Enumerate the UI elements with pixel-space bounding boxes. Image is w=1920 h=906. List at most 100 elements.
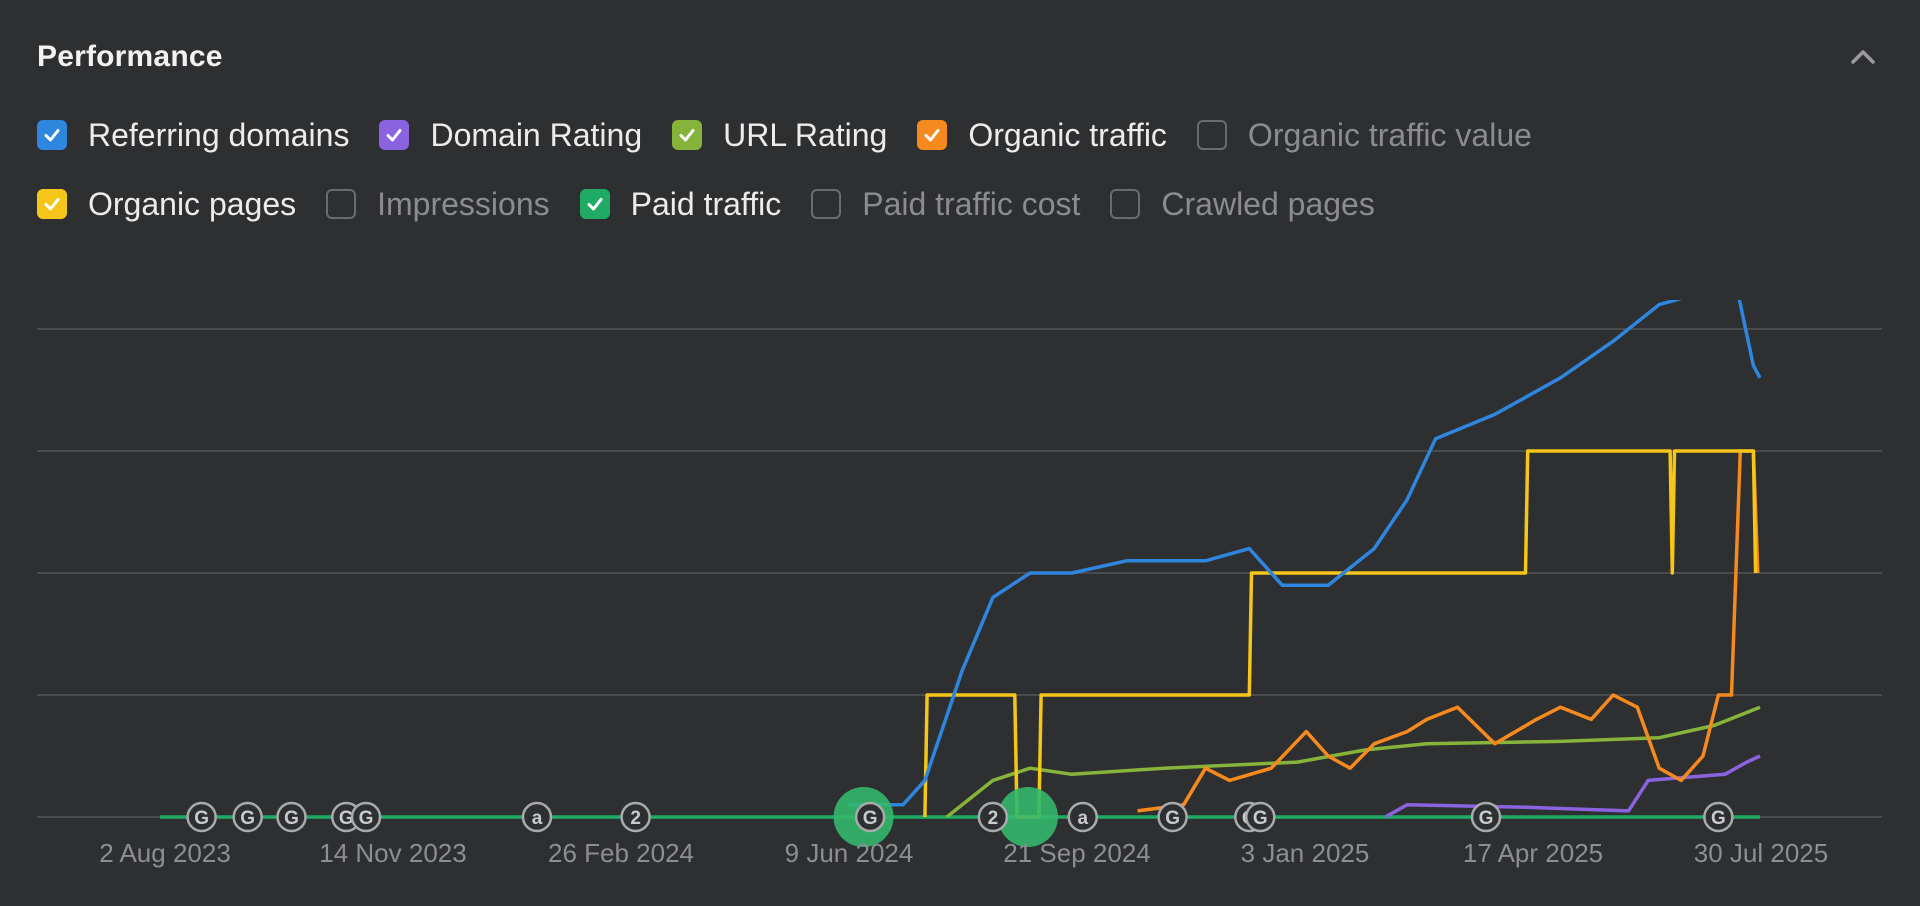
event-marker-annotation[interactable]: a [1067,801,1098,833]
legend-label: Referring domains [88,116,350,153]
event-marker-label: G [240,808,255,829]
event-marker-label: 2 [630,808,641,829]
checkmark-icon [44,129,60,142]
event-marker-circle [232,801,263,833]
event-highlight-dot [997,787,1058,847]
legend-label: Organic traffic value [1247,116,1532,153]
series-line-domain-rating [1384,754,1761,819]
legend-item-paid-traffic-cost[interactable]: Paid traffic cost [811,186,1080,223]
legend-item-domain-rating[interactable]: Domain Rating [379,117,642,154]
legend-item-referring-domains[interactable]: Referring domains [37,117,349,154]
paid-traffic-checkbox[interactable] [579,189,610,219]
crawled-pages-checkbox[interactable] [1110,189,1141,219]
impressions-checkbox[interactable] [326,189,357,219]
event-marker-label: G [1711,808,1726,829]
legend-label: URL Rating [723,116,888,153]
event-marker-annotation[interactable]: 2 [620,801,651,833]
x-tick-label: 14 Nov 2023 [319,838,466,868]
series-line-url-rating [945,705,1761,819]
event-marker-google-update[interactable]: G [276,801,307,833]
x-tick-label: 3 Jan 2025 [1241,838,1370,868]
event-marker-circle [350,801,382,833]
x-tick-label: 9 Jun 2024 [785,838,914,868]
legend-label: Organic traffic [968,116,1167,153]
legend-label: Paid traffic cost [862,185,1081,222]
checkmark-icon [44,198,60,211]
collapse-chevron-icon[interactable] [1846,42,1880,72]
legend-item-organic-traffic[interactable]: Organic traffic [917,117,1167,154]
x-tick-label: 21 Sep 2024 [1003,838,1150,868]
event-marker-google-update[interactable]: G [854,801,886,833]
event-marker-label: G [863,808,878,829]
event-marker-label: G [339,808,354,829]
checkmark-icon [587,198,603,211]
legend-item-url-rating[interactable]: URL Rating [672,117,887,154]
event-marker-circle [1703,801,1734,833]
legend-item-organic-pages[interactable]: Organic pages [37,186,296,223]
event-marker-google-update[interactable]: G [232,801,263,833]
event-marker-google-update[interactable]: G [1245,801,1276,833]
event-marker-google-update[interactable]: G [1703,801,1734,833]
series-line-organic-pages [923,449,1758,819]
x-tick-label: 17 Apr 2025 [1463,838,1603,868]
legend-item-organic-traffic-value[interactable]: Organic traffic value [1196,116,1532,154]
organic-pages-checkbox[interactable] [37,189,67,219]
event-marker-circle [854,801,886,833]
event-marker-circle [1067,801,1098,833]
legend-label: Domain Rating [430,116,643,153]
legend-item-impressions[interactable]: Impressions [326,186,550,223]
legend-label: Crawled pages [1161,185,1375,222]
event-marker-label: G [1165,808,1180,829]
organic-traffic-value-checkbox[interactable] [1196,120,1227,150]
event-marker-google-update[interactable]: G [186,801,217,833]
panel-title: Performance [37,40,223,73]
event-marker-circle [977,801,1009,833]
x-tick-label: 30 Jul 2025 [1694,838,1828,868]
x-tick-label: 26 Feb 2024 [548,838,694,868]
event-marker-label: a [1077,808,1088,829]
event-marker-google-update[interactable]: G [1157,801,1188,833]
event-marker-label: G [194,808,209,829]
legend-label: Paid traffic [630,185,782,222]
event-marker-circle [276,801,307,833]
event-marker-label: G [359,808,374,829]
legend-label: Organic pages [88,185,297,222]
checkmark-icon [679,129,695,142]
domain-rating-checkbox[interactable] [379,120,410,150]
event-marker-circle [1157,801,1188,833]
url-rating-checkbox[interactable] [672,120,703,150]
legend-item-paid-traffic[interactable]: Paid traffic [579,185,782,223]
series-line-organic-traffic [1137,449,1760,813]
event-marker-label: G [284,808,299,829]
event-marker-google-update[interactable]: G [1470,801,1502,833]
chevron-up-icon [1851,50,1875,64]
referring-domains-checkbox[interactable] [37,120,67,150]
event-marker-circle [186,801,217,833]
event-marker-label: a [532,808,543,829]
event-marker-label: G [1253,808,1268,829]
checkmark-icon [924,129,940,142]
event-marker-label: 2 [988,808,999,829]
paid-traffic-cost-checkbox[interactable] [811,189,842,219]
legend-row: Referring domains Domain Rating URL Rating… [37,116,1880,154]
x-tick-label: 2 Aug 2023 [99,838,231,868]
event-marker-circle [1470,801,1502,833]
event-marker-annotation[interactable]: 2 [977,801,1009,833]
event-marker-circle [620,801,651,833]
event-marker-circle [1245,801,1276,833]
event-marker-circle [521,801,553,833]
legend-row: Organic pages Impressions Paid traffic Paid… [37,185,1880,223]
legend-item-crawled-pages[interactable]: Crawled pages [1110,185,1375,223]
event-marker-annotation[interactable]: a [521,801,553,833]
series-line-referring-domains [848,229,1762,807]
panel-header: Performance [37,40,1880,80]
metric-legend: Referring domains Domain Rating URL Rating… [37,116,1880,256]
checkmark-icon [386,129,402,142]
organic-traffic-checkbox[interactable] [917,120,948,150]
legend-label: Impressions [377,185,550,222]
event-marker-google-update[interactable]: G [350,801,382,833]
event-marker-label: G [1479,808,1494,829]
